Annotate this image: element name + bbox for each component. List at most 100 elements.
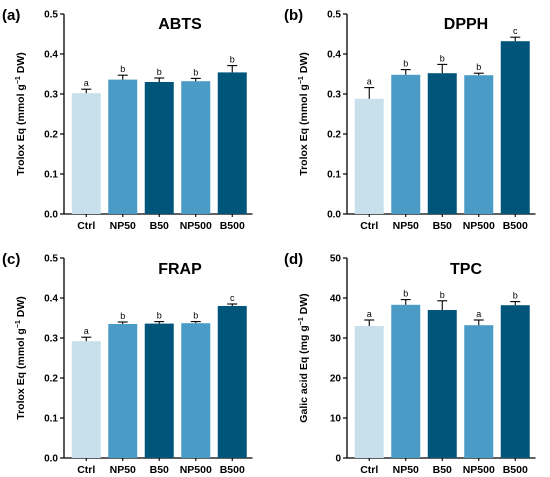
significance-label: b: [440, 53, 445, 63]
bar: [391, 304, 421, 458]
bar: [144, 323, 174, 458]
panel-title: FRAP: [158, 261, 202, 278]
significance-label: b: [120, 64, 125, 74]
panel-letter: (a): [2, 7, 20, 24]
y-tick-label: 0.4: [327, 50, 341, 61]
x-tick-label: Ctrl: [77, 464, 95, 476]
y-tick-label: 0.3: [44, 90, 58, 101]
y-tick-label: 0.4: [44, 294, 58, 305]
y-axis-label-main: Trolox Eq (mmol g: [15, 328, 27, 420]
chart-panel: (c) FRAP 0.0 0.1 0.2 0.3 0.4 0.5 Trolox Eq (mmol…: [2, 251, 253, 476]
chart-panel: (a) ABTS 0.0 0.1 0.2 0.3 0.4 0.5 Trolox Eq (mmol…: [2, 7, 253, 232]
panel-letter: (d): [284, 251, 303, 268]
significance-label: a: [84, 78, 89, 88]
significance-label: a: [84, 326, 89, 336]
y-tick-label: 0.4: [44, 50, 58, 61]
bar: [144, 82, 174, 214]
y-axis-label-superscript: −1: [15, 76, 22, 84]
y-tick-label: 50: [330, 254, 342, 265]
y-tick-label: 0: [335, 454, 341, 465]
bar: [71, 93, 101, 214]
bar: [217, 306, 247, 458]
x-tick-label: B500: [220, 464, 245, 476]
x-tick-label: B50: [150, 220, 169, 232]
x-tick-label: Ctrl: [360, 220, 378, 232]
panel-title: DPPH: [444, 16, 488, 33]
significance-label: b: [403, 289, 408, 299]
y-tick-label: 0.1: [327, 170, 341, 181]
x-tick-label: NP50: [393, 464, 419, 476]
x-tick-label: NP50: [393, 220, 419, 232]
significance-label: a: [367, 309, 372, 319]
y-axis-label-unit: DW): [298, 52, 310, 76]
significance-label: a: [476, 309, 481, 319]
panel-letter: (c): [2, 251, 20, 268]
panel-letter: (b): [284, 7, 303, 24]
significance-label: b: [230, 55, 235, 65]
bar: [464, 325, 494, 458]
y-axis-label-superscript: −1: [298, 76, 305, 84]
bar: [391, 74, 421, 214]
bar: [427, 73, 457, 214]
panel-title: TPC: [450, 261, 482, 278]
bar: [181, 81, 211, 214]
bar: [427, 310, 457, 458]
bar: [108, 324, 138, 458]
y-tick-label: 0.0: [327, 210, 341, 221]
y-tick-label: 10: [330, 414, 342, 425]
bar: [500, 305, 530, 458]
y-axis-label-unit: DW): [298, 293, 310, 317]
bar: [464, 75, 494, 214]
x-tick-label: NP500: [463, 220, 495, 232]
x-tick-label: NP500: [180, 464, 212, 476]
y-tick-label: 0.3: [327, 90, 341, 101]
y-tick-label: 20: [330, 374, 342, 385]
significance-label: c: [513, 26, 518, 36]
significance-label: b: [193, 67, 198, 77]
y-axis-label: Galic acid Eq (mg g−1 DW): [298, 293, 310, 422]
x-tick-label: Ctrl: [77, 220, 95, 232]
y-axis-label: Trolox Eq (mmol g−1 DW): [15, 52, 27, 176]
y-tick-label: 0.0: [44, 210, 58, 221]
x-tick-label: NP500: [463, 464, 495, 476]
x-tick-label: B50: [433, 464, 452, 476]
y-axis-label-unit: DW): [15, 52, 27, 76]
significance-label: b: [193, 311, 198, 321]
x-tick-label: B500: [503, 464, 528, 476]
significance-label: a: [367, 77, 372, 87]
significance-label: b: [403, 59, 408, 69]
x-tick-label: NP500: [180, 220, 212, 232]
chart-panel: (b) DPPH 0.0 0.1 0.2 0.3 0.4 0.5 Trolox Eq (mmol…: [284, 7, 536, 232]
significance-label: b: [513, 291, 518, 301]
significance-label: c: [230, 293, 235, 303]
x-tick-label: Ctrl: [360, 464, 378, 476]
y-tick-label: 0.0: [44, 454, 58, 465]
y-tick-label: 0.2: [44, 130, 58, 141]
y-tick-label: 30: [330, 334, 342, 345]
y-axis-label-main: Galic acid Eq (mg g: [298, 325, 310, 422]
y-axis-label-superscript: −1: [15, 320, 22, 328]
y-tick-label: 40: [330, 294, 342, 305]
significance-label: b: [476, 62, 481, 72]
bar: [217, 72, 247, 215]
x-tick-label: B500: [503, 220, 528, 232]
y-axis-label-main: Trolox Eq (mmol g: [298, 84, 310, 176]
significance-label: b: [440, 290, 445, 300]
bar: [71, 341, 101, 458]
y-tick-label: 0.5: [327, 10, 341, 21]
x-tick-label: B500: [220, 220, 245, 232]
y-axis-label-superscript: −1: [298, 317, 305, 325]
x-tick-label: NP50: [110, 464, 136, 476]
x-tick-label: B50: [433, 220, 452, 232]
chart-panel: (d) TPC 0 10 20 30 40 50 Galic acid Eq (mg g−1 D…: [284, 251, 536, 476]
bar: [354, 98, 384, 214]
y-axis-label: Trolox Eq (mmol g−1 DW): [15, 296, 27, 420]
panel-title: ABTS: [158, 16, 202, 33]
y-tick-label: 0.5: [44, 254, 58, 265]
bar: [181, 323, 211, 458]
y-tick-label: 0.1: [44, 170, 58, 181]
y-tick-label: 0.2: [327, 130, 341, 141]
bar: [354, 326, 384, 458]
